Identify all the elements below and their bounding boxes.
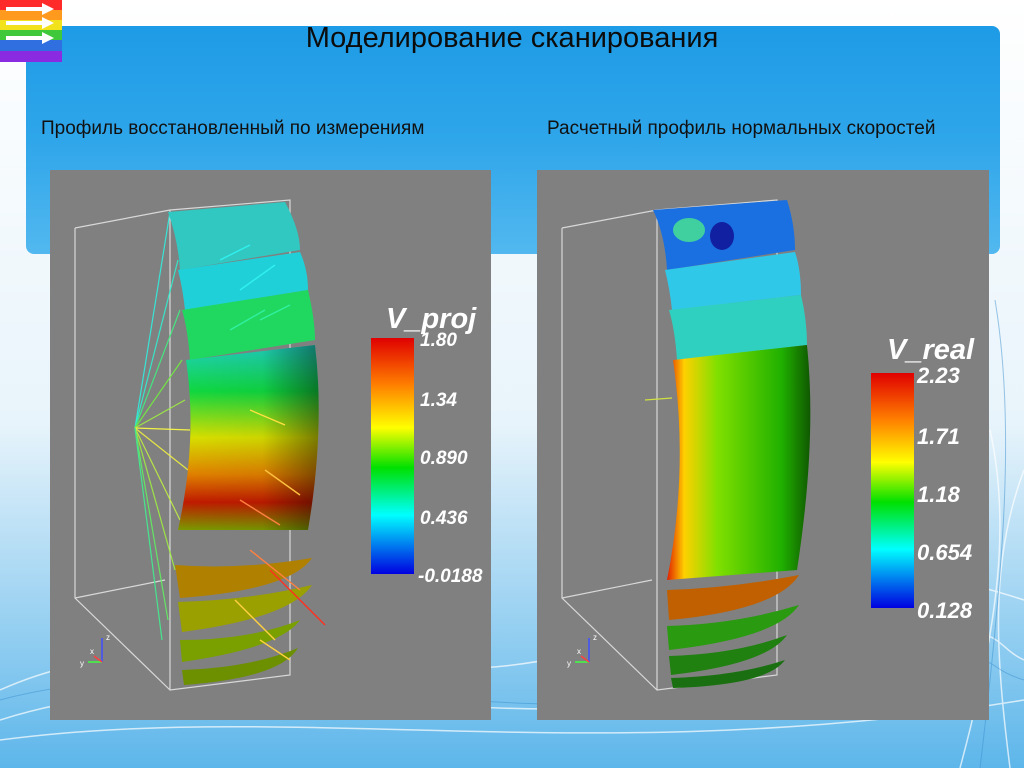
v-real-colorbar — [871, 373, 914, 608]
colorbar-tick: 0.128 — [917, 598, 973, 623]
v-real-rendering: z y x — [561, 199, 914, 691]
axis-y-label: y — [567, 659, 571, 668]
colorbar-tick: 0.654 — [917, 540, 973, 565]
right-panel-caption: Расчетный профиль нормальных скоростей — [547, 118, 936, 139]
colorbar-tick: 0.436 — [420, 508, 468, 529]
colorbar-tick: 1.80 — [420, 330, 457, 351]
v-proj-colorbar-title: V_proj — [386, 303, 477, 335]
left-visualization-panel: z y x V_proj 1.80 1.34 0.890 0.436 -0.01… — [50, 170, 491, 720]
v-proj-rendering: z y x — [74, 199, 414, 691]
axis-x-label: x — [90, 647, 94, 656]
colorbar-tick: 1.34 — [420, 390, 457, 411]
slide-title: Моделирование сканирования — [305, 22, 719, 54]
colorbar-tick: 0.890 — [420, 448, 468, 469]
axis-y-label: y — [80, 659, 84, 668]
colorbar-tick: 1.71 — [917, 424, 960, 449]
axis-z-label: z — [106, 633, 110, 642]
left-panel-caption: Профиль восстановленный по измерениям — [41, 118, 425, 139]
colorbar-tick: 1.18 — [917, 482, 960, 507]
v-proj-colorbar — [371, 338, 414, 574]
right-visualization-panel: z y x V_real 2.23 1.71 1.18 0.654 0.128 — [537, 170, 989, 720]
v-real-colorbar-title: V_real — [887, 334, 975, 366]
axis-x-label: x — [577, 647, 581, 656]
colorbar-tick: -0.0188 — [418, 566, 483, 587]
colorbar-tick: 2.23 — [917, 363, 960, 388]
axis-z-label: z — [593, 633, 597, 642]
rainbow-arrows-logo — [0, 0, 62, 62]
